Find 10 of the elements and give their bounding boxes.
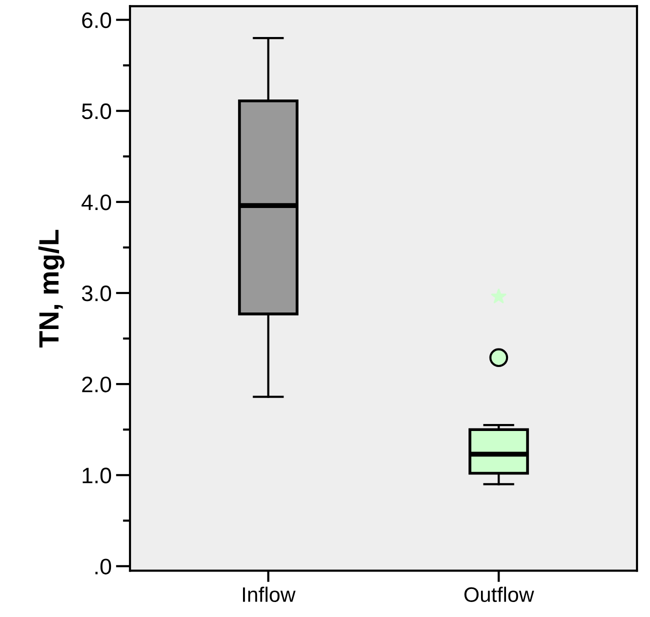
- y-tick-label: 4.0: [82, 194, 112, 210]
- y-tick-label: 2.0: [82, 376, 112, 392]
- y-tick-label: 3.0: [82, 286, 112, 302]
- y-axis-title: TN, mg/L: [38, 230, 64, 348]
- y-tick-label: 1.0: [82, 468, 112, 484]
- y-tick-label: 6.0: [82, 12, 112, 28]
- x-tick-label: Outflow: [464, 586, 534, 602]
- y-tick-label: .0: [95, 558, 112, 574]
- x-tick-label: Inflow: [242, 586, 296, 602]
- y-tick-label: 5.0: [82, 103, 112, 120]
